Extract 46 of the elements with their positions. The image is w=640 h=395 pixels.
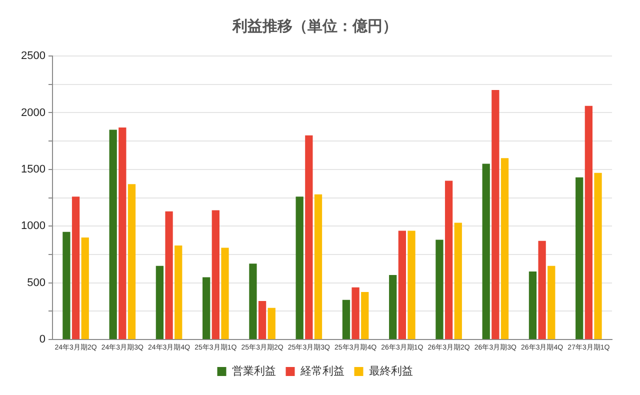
bar	[538, 240, 546, 340]
bar	[436, 240, 444, 340]
bar	[128, 184, 136, 340]
bar	[444, 180, 453, 340]
bar	[492, 90, 500, 340]
bar	[109, 130, 117, 340]
chart-title: 利益推移（単位：億円）	[232, 18, 398, 36]
bar	[305, 135, 313, 340]
bar	[72, 196, 80, 340]
bar	[500, 158, 509, 340]
bar	[482, 164, 490, 340]
bar	[361, 292, 369, 340]
bar	[389, 274, 397, 340]
y-tick-label: 1500	[20, 163, 46, 176]
bar	[576, 177, 584, 340]
bar	[548, 266, 556, 340]
bar	[296, 196, 304, 340]
y-tick-label: 0	[39, 334, 46, 346]
bar	[314, 194, 322, 340]
bar	[165, 211, 173, 340]
bar	[118, 127, 126, 340]
y-tick-label: 2000	[20, 106, 46, 119]
y-tick-label: 1000	[20, 220, 46, 232]
legend-label: 最終利益	[368, 364, 413, 378]
bar	[342, 300, 350, 340]
bar	[62, 232, 70, 340]
bar	[398, 230, 406, 340]
bar	[249, 264, 257, 340]
bar	[352, 287, 360, 340]
bar	[156, 266, 164, 340]
bar	[454, 222, 462, 340]
legend-label: 営業利益	[232, 364, 276, 378]
bar	[258, 301, 266, 340]
bar	[202, 277, 210, 340]
y-tick-label: 500	[27, 276, 46, 289]
legend-label: 経常利益	[299, 364, 344, 378]
bar	[81, 238, 89, 340]
bar	[221, 248, 229, 340]
bar	[584, 106, 593, 340]
y-tick-label: 2500	[20, 50, 46, 62]
bar	[174, 245, 182, 340]
bar	[528, 272, 537, 340]
bar	[268, 308, 276, 340]
bar	[408, 230, 416, 340]
bar	[212, 210, 220, 340]
bar	[594, 172, 602, 340]
